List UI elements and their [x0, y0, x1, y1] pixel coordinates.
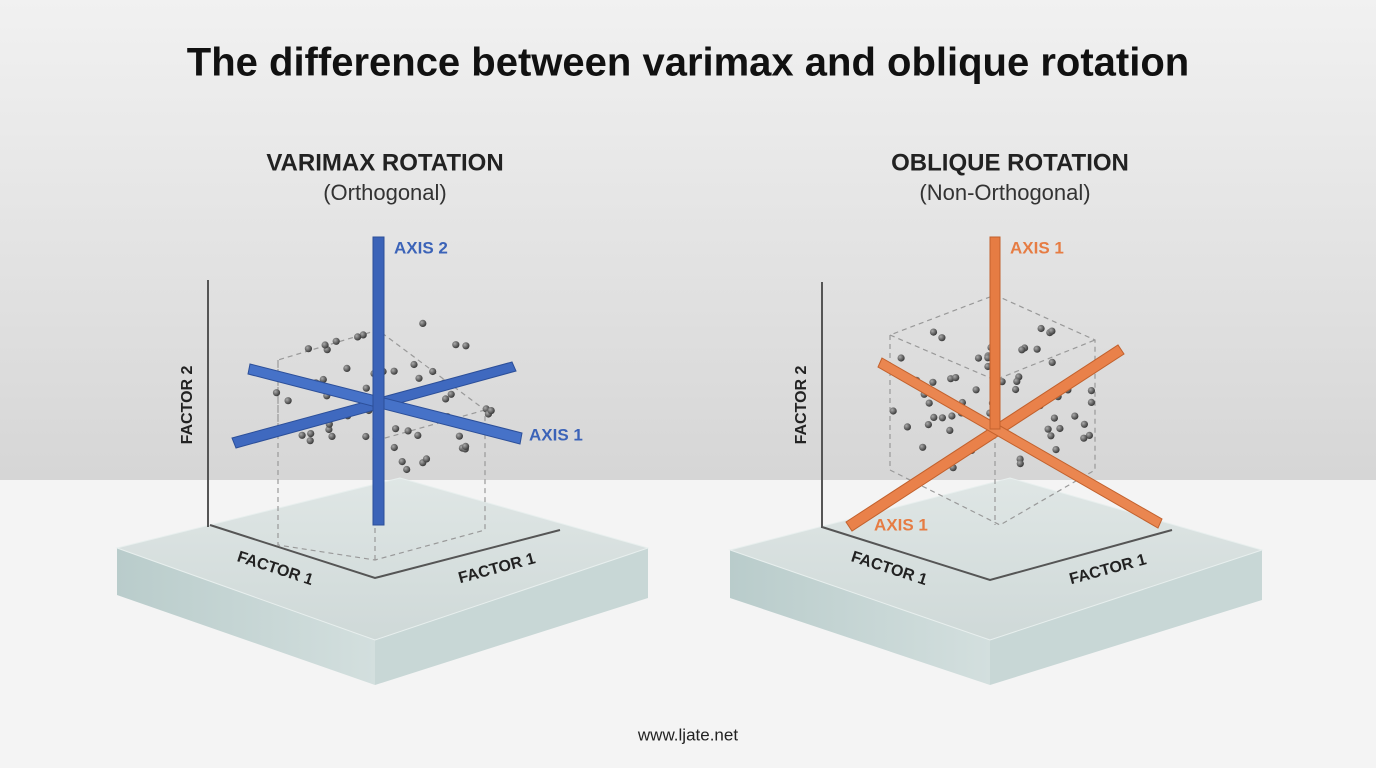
point	[1052, 446, 1060, 454]
axis-label: AXIS 1	[874, 515, 928, 534]
point	[919, 443, 927, 451]
point	[1048, 358, 1056, 366]
point	[924, 421, 933, 429]
axis-label: AXIS 2	[394, 238, 448, 257]
point	[1044, 425, 1052, 433]
point	[1050, 414, 1058, 422]
point	[284, 397, 292, 405]
axis-label: AXIS 1	[1010, 238, 1064, 257]
point	[410, 360, 418, 369]
point	[304, 345, 312, 353]
point	[429, 367, 437, 376]
point	[272, 389, 281, 397]
point	[929, 328, 938, 336]
factor-label: FACTOR 2	[179, 365, 196, 444]
point	[404, 427, 412, 435]
slab-top	[115, 477, 650, 641]
point	[298, 431, 306, 439]
varimax-panel: VARIMAX ROTATION (Orthogonal) AXIS 2 AXI…	[115, 149, 650, 685]
slab-side	[990, 550, 1262, 685]
point	[462, 442, 470, 450]
point	[974, 354, 983, 362]
point	[419, 319, 427, 327]
point	[1012, 385, 1020, 394]
point	[1018, 346, 1026, 354]
point	[447, 390, 455, 398]
wall	[0, 0, 1376, 480]
point	[938, 414, 947, 422]
point	[929, 378, 937, 386]
point	[362, 432, 370, 441]
point	[1080, 434, 1088, 442]
point	[1048, 327, 1056, 335]
point	[325, 425, 333, 434]
oblique-panel: OBLIQUE ROTATION (Non-Orthogonal) AXIS 1…	[728, 149, 1264, 685]
point	[1056, 424, 1064, 433]
point	[403, 465, 411, 474]
axis-bar	[989, 236, 1001, 430]
point	[897, 354, 905, 362]
point	[948, 412, 956, 420]
point	[398, 458, 406, 466]
slab-side	[117, 548, 375, 685]
point	[442, 395, 450, 403]
point	[1087, 398, 1095, 406]
point	[1071, 412, 1079, 420]
point	[1016, 460, 1024, 468]
axis-bar	[877, 357, 1163, 529]
point	[1047, 432, 1055, 440]
point	[889, 407, 897, 415]
point	[972, 386, 980, 394]
slab-side	[730, 550, 990, 685]
point	[328, 432, 336, 440]
point	[1087, 387, 1095, 395]
point	[946, 426, 954, 434]
panel-heading: OBLIQUE ROTATION	[891, 149, 1129, 176]
point	[925, 399, 933, 407]
point	[1085, 431, 1093, 439]
point	[952, 374, 960, 382]
axis-label: AXIS 1	[529, 425, 583, 444]
footer: www.ljate.net	[637, 725, 738, 744]
point	[390, 367, 398, 375]
point	[1013, 377, 1021, 385]
axis-bar	[247, 363, 523, 445]
point	[321, 341, 329, 349]
point	[362, 384, 370, 392]
point	[415, 374, 423, 382]
point	[930, 413, 938, 421]
point	[392, 425, 400, 433]
point	[452, 341, 460, 349]
factor-base	[821, 526, 1173, 582]
panel-subheading: (Non-Orthogonal)	[919, 180, 1090, 205]
point	[343, 364, 351, 372]
point	[455, 432, 463, 440]
axis-bar	[845, 344, 1125, 532]
slab-side	[375, 548, 648, 685]
panel-heading: VARIMAX ROTATION	[266, 149, 503, 176]
point	[938, 334, 946, 342]
point	[306, 437, 314, 445]
point	[422, 455, 431, 463]
point	[354, 333, 362, 341]
point	[487, 407, 495, 415]
factor-base	[209, 524, 561, 580]
point	[903, 423, 912, 431]
panel-subheading: (Orthogonal)	[323, 180, 447, 205]
point	[1080, 420, 1088, 428]
axis-bar	[372, 236, 385, 526]
title: The difference between varimax and obliq…	[187, 41, 1189, 85]
point	[1033, 345, 1041, 353]
factor-label: FACTOR 2	[793, 365, 810, 444]
point	[307, 430, 315, 438]
point	[1037, 324, 1045, 333]
point	[414, 431, 422, 439]
point	[332, 337, 340, 345]
point	[462, 342, 470, 350]
point	[359, 331, 367, 339]
point	[319, 375, 327, 384]
point	[390, 443, 398, 452]
